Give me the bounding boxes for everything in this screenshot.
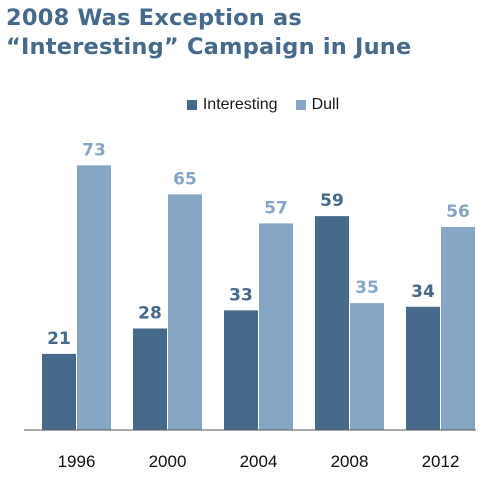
value-label-interesting-2000: 28 <box>138 304 162 324</box>
legend-swatch-interesting <box>186 100 197 110</box>
bar-interesting-2008 <box>315 216 349 430</box>
value-label-dull-2008: 35 <box>355 278 379 298</box>
chart-title: 2008 Was Exception as “Interesting” Camp… <box>6 4 486 62</box>
x-tick-label-2000: 2000 <box>149 452 187 471</box>
value-label-dull-2012: 56 <box>446 202 470 222</box>
value-label-dull-1996: 73 <box>82 140 106 160</box>
bar-interesting-2004 <box>224 310 258 430</box>
value-label-interesting-2012: 34 <box>411 282 435 302</box>
legend-swatch-dull <box>295 100 306 110</box>
bar-dull-2008 <box>350 303 384 430</box>
legend-item-dull: Dull <box>295 96 340 114</box>
legend-item-interesting: Interesting <box>186 96 278 114</box>
legend-label-interesting: Interesting <box>202 96 278 113</box>
chart-title-line-1: 2008 Was Exception as <box>6 5 303 31</box>
bar-dull-2004 <box>259 223 293 430</box>
value-label-interesting-1996: 21 <box>47 329 71 349</box>
value-label-interesting-2008: 59 <box>320 191 344 211</box>
x-tick-group: 1996 2000 2004 2008 2012 <box>58 452 460 471</box>
bar-group <box>42 165 475 430</box>
x-tick-label-2004: 2004 <box>240 452 278 471</box>
value-label-dull-2004: 57 <box>264 198 288 218</box>
value-label-group: 21 73 28 65 33 57 59 35 34 56 <box>47 140 470 349</box>
x-tick-label-1996: 1996 <box>58 452 96 471</box>
legend: Interesting Dull <box>0 96 491 114</box>
value-label-dull-2000: 65 <box>173 169 197 189</box>
bar-dull-2000 <box>168 194 202 430</box>
x-tick-label-2008: 2008 <box>331 452 369 471</box>
x-tick-label-2012: 2012 <box>422 452 460 471</box>
value-label-interesting-2004: 33 <box>229 285 253 305</box>
bar-interesting-2012 <box>406 306 440 430</box>
legend-label-dull: Dull <box>311 96 340 113</box>
bar-dull-2012 <box>441 227 475 430</box>
chart-title-line-2: “Interesting” Campaign in June <box>6 34 412 60</box>
bar-interesting-2000 <box>133 328 167 430</box>
bar-interesting-1996 <box>42 353 76 430</box>
bar-dull-1996 <box>77 165 111 430</box>
